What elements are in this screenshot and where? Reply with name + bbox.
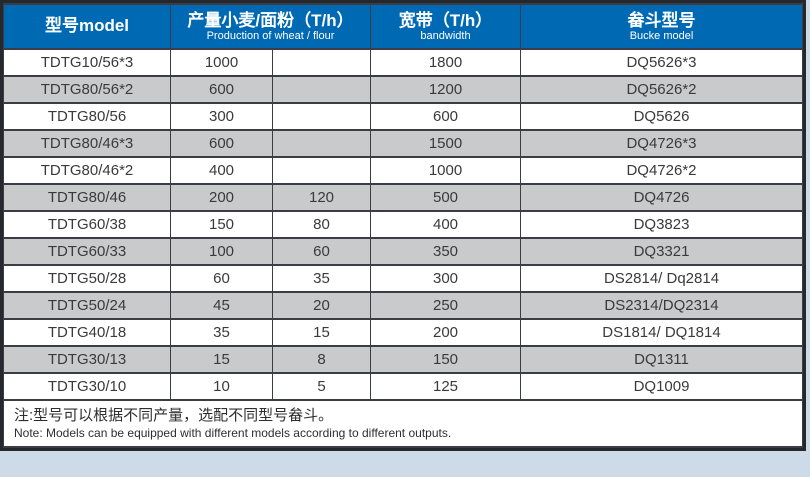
cell-bucket: DQ4726*3 xyxy=(520,129,803,158)
cell-bucket: DQ1311 xyxy=(520,345,803,374)
table-row: TDTG30/13 15 8 150 DQ1311 xyxy=(3,345,803,374)
cell-model: TDTG50/28 xyxy=(3,264,171,293)
table-row: TDTG60/33 100 60 350 DQ3321 xyxy=(3,237,803,266)
cell-production-wheat: 300 xyxy=(170,102,273,131)
cell-bucket: DQ5626*3 xyxy=(520,48,803,77)
table-row: TDTG30/10 10 5 125 DQ1009 xyxy=(3,372,803,401)
note-row: 注:型号可以根据不同产量，选配不同型号畚斗。 Note: Models can … xyxy=(3,399,803,448)
cell-production-wheat: 600 xyxy=(170,75,273,104)
cell-model: TDTG80/46*3 xyxy=(3,129,171,158)
cell-bucket: DQ5626*2 xyxy=(520,75,803,104)
header-model: 型号model xyxy=(3,3,171,50)
cell-production-flour xyxy=(272,156,371,185)
cell-production-flour xyxy=(272,102,371,131)
cell-bucket: DQ4726 xyxy=(520,183,803,212)
cell-bandwidth: 1200 xyxy=(370,75,521,104)
cell-production-wheat: 60 xyxy=(170,264,273,293)
cell-bandwidth: 500 xyxy=(370,183,521,212)
header-bucket: 畚斗型号 Bucke model xyxy=(520,3,803,50)
note-text-zh: 注:型号可以根据不同产量，选配不同型号畚斗。 xyxy=(14,407,334,424)
cell-bandwidth: 1500 xyxy=(370,129,521,158)
bucket-elevator-spec-table: 型号model 产量小麦/面粉（T/h） Production of wheat… xyxy=(3,3,803,448)
cell-bucket: DS2814/ Dq2814 xyxy=(520,264,803,293)
cell-bandwidth: 1800 xyxy=(370,48,521,77)
table-row: TDTG80/46 200 120 500 DQ4726 xyxy=(3,183,803,212)
cell-bandwidth: 400 xyxy=(370,210,521,239)
cell-bucket: DQ4726*2 xyxy=(520,156,803,185)
cell-model: TDTG50/24 xyxy=(3,291,171,320)
table-row: TDTG80/46*2 400 1000 DQ4726*2 xyxy=(3,156,803,185)
header-bucket-label-zh: 畚斗型号 xyxy=(627,10,696,30)
header-row: 型号model 产量小麦/面粉（T/h） Production of wheat… xyxy=(3,3,803,50)
cell-production-flour xyxy=(272,48,371,77)
cell-bucket: DS1814/ DQ1814 xyxy=(520,318,803,347)
cell-production-wheat: 1000 xyxy=(170,48,273,77)
cell-production-wheat: 100 xyxy=(170,237,273,266)
table-row: TDTG80/56 300 600 DQ5626 xyxy=(3,102,803,131)
cell-production-wheat: 200 xyxy=(170,183,273,212)
cell-production-flour: 8 xyxy=(272,345,371,374)
cell-bandwidth: 1000 xyxy=(370,156,521,185)
cell-bandwidth: 600 xyxy=(370,102,521,131)
cell-production-flour: 80 xyxy=(272,210,371,239)
cell-production-flour: 120 xyxy=(272,183,371,212)
header-bandwidth-label-zh: 宽带（T/h） xyxy=(398,10,493,30)
cell-production-flour: 60 xyxy=(272,237,371,266)
cell-model: TDTG80/56*2 xyxy=(3,75,171,104)
spec-table-frame: 型号model 产量小麦/面粉（T/h） Production of wheat… xyxy=(0,0,806,451)
cell-model: TDTG10/56*3 xyxy=(3,48,171,77)
cell-production-flour: 5 xyxy=(272,372,371,401)
note-text-en: Note: Models can be equipped with differ… xyxy=(14,425,452,440)
cell-production-wheat: 10 xyxy=(170,372,273,401)
cell-bandwidth: 250 xyxy=(370,291,521,320)
note-cell: 注:型号可以根据不同产量，选配不同型号畚斗。 Note: Models can … xyxy=(3,399,803,448)
cell-production-flour: 20 xyxy=(272,291,371,320)
table-row: TDTG60/38 150 80 400 DQ3823 xyxy=(3,210,803,239)
cell-bandwidth: 150 xyxy=(370,345,521,374)
cell-production-flour xyxy=(272,129,371,158)
cell-production-wheat: 600 xyxy=(170,129,273,158)
cell-production-wheat: 150 xyxy=(170,210,273,239)
cell-bucket: DQ3321 xyxy=(520,237,803,266)
cell-bucket: DQ1009 xyxy=(520,372,803,401)
cell-bucket: DQ3823 xyxy=(520,210,803,239)
header-production-label-zh: 产量小麦/面粉（T/h） xyxy=(187,10,354,30)
cell-production-wheat: 400 xyxy=(170,156,273,185)
header-production-label-en: Production of wheat / flour xyxy=(206,29,335,42)
cell-bucket: DQ5626 xyxy=(520,102,803,131)
table-row: TDTG10/56*3 1000 1800 DQ5626*3 xyxy=(3,48,803,77)
cell-production-wheat: 35 xyxy=(170,318,273,347)
cell-model: TDTG30/10 xyxy=(3,372,171,401)
header-bandwidth: 宽带（T/h） bandwidth xyxy=(370,3,521,50)
header-bucket-label-en: Bucke model xyxy=(629,29,694,42)
cell-model: TDTG80/46*2 xyxy=(3,156,171,185)
cell-model: TDTG80/56 xyxy=(3,102,171,131)
cell-bandwidth: 350 xyxy=(370,237,521,266)
cell-model: TDTG60/33 xyxy=(3,237,171,266)
cell-production-flour xyxy=(272,75,371,104)
table-row: TDTG50/24 45 20 250 DS2314/DQ2314 xyxy=(3,291,803,320)
cell-bandwidth: 125 xyxy=(370,372,521,401)
table-row: TDTG50/28 60 35 300 DS2814/ Dq2814 xyxy=(3,264,803,293)
cell-production-wheat: 15 xyxy=(170,345,273,374)
cell-production-flour: 35 xyxy=(272,264,371,293)
cell-model: TDTG80/46 xyxy=(3,183,171,212)
table-row: TDTG80/46*3 600 1500 DQ4726*3 xyxy=(3,129,803,158)
cell-bucket: DS2314/DQ2314 xyxy=(520,291,803,320)
cell-bandwidth: 300 xyxy=(370,264,521,293)
cell-bandwidth: 200 xyxy=(370,318,521,347)
header-production: 产量小麦/面粉（T/h） Production of wheat / flour xyxy=(170,3,371,50)
cell-model: TDTG30/13 xyxy=(3,345,171,374)
header-model-label: 型号model xyxy=(44,16,130,36)
table-row: TDTG40/18 35 15 200 DS1814/ DQ1814 xyxy=(3,318,803,347)
table-row: TDTG80/56*2 600 1200 DQ5626*2 xyxy=(3,75,803,104)
cell-model: TDTG60/38 xyxy=(3,210,171,239)
cell-production-flour: 15 xyxy=(272,318,371,347)
header-bandwidth-label-en: bandwidth xyxy=(420,29,471,42)
cell-production-wheat: 45 xyxy=(170,291,273,320)
cell-model: TDTG40/18 xyxy=(3,318,171,347)
